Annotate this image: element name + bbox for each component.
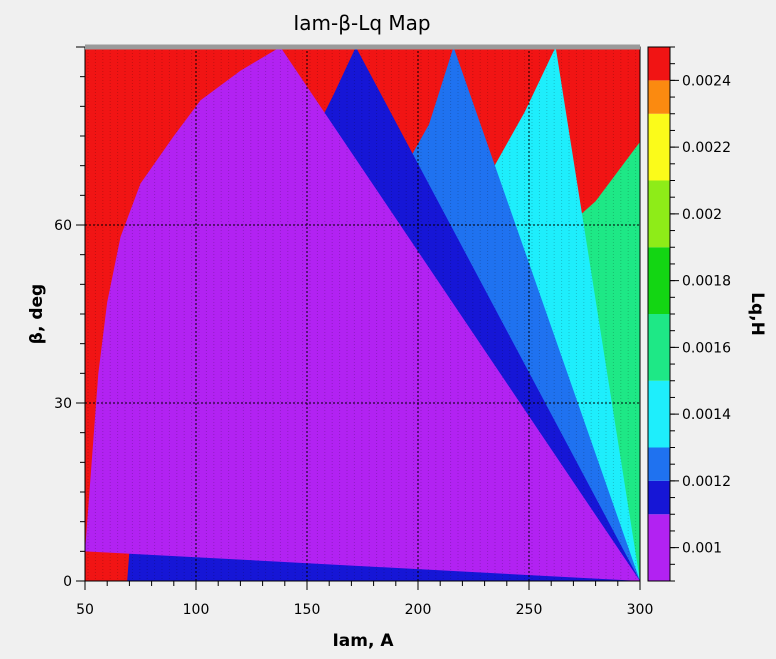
colorbar-swatch-4: [648, 314, 670, 381]
x-tick-label: 100: [183, 602, 210, 618]
y-tick-label: 0: [63, 574, 72, 590]
colorbar-tick-label: 0.0014: [682, 407, 731, 423]
band-0: [85, 47, 640, 581]
colorbar-swatch-9: [648, 47, 670, 81]
colorbar-label: Lq,H: [747, 292, 767, 336]
colorbar-swatch-8: [648, 80, 670, 114]
x-tick-label: 50: [76, 602, 94, 618]
colorbar-tick-label: 0.0016: [682, 340, 731, 356]
colorbar: 0.001 0.0012 0.0014 0.0016 0.0018 0.002 0.0022…: [647, 46, 731, 582]
colorbar-swatch-1: [648, 480, 670, 515]
plot-area: [85, 47, 641, 581]
chart-title: Iam-β-Lq Map: [293, 11, 430, 35]
colorbar-swatch-0: [648, 514, 670, 581]
colorbar-swatch-6: [648, 180, 670, 248]
colorbar-swatch-3: [648, 380, 670, 448]
colorbar-tick-label: 0.0012: [682, 474, 731, 490]
colorbar-swatch-7: [648, 113, 670, 181]
mesh-lines: [87, 47, 637, 581]
y-axis: 0 30 60: [54, 46, 85, 590]
y-tick-label: 30: [54, 396, 72, 412]
colorbar-swatch-5: [648, 247, 670, 314]
x-axis: 50 100 150 200 250 300: [76, 581, 653, 618]
colorbar-swatch-2: [648, 447, 670, 481]
x-tick-label: 150: [294, 602, 321, 618]
x-tick-label: 250: [516, 602, 543, 618]
grid-lines: [85, 47, 640, 581]
colorbar-tick-label: 0.0018: [682, 274, 731, 290]
x-tick-label: 300: [627, 602, 654, 618]
colorbar-tick-label: 0.0022: [682, 140, 731, 156]
x-axis-label: Iam, A: [332, 631, 394, 651]
colorbar-tick-label: 0.0024: [682, 73, 731, 89]
y-tick-label: 60: [54, 218, 72, 234]
y-axis-label: β, deg: [27, 284, 47, 344]
x-tick-label: 200: [405, 602, 432, 618]
colorbar-tick-label: 0.002: [682, 207, 722, 223]
colorbar-tick-label: 0.001: [682, 541, 722, 557]
